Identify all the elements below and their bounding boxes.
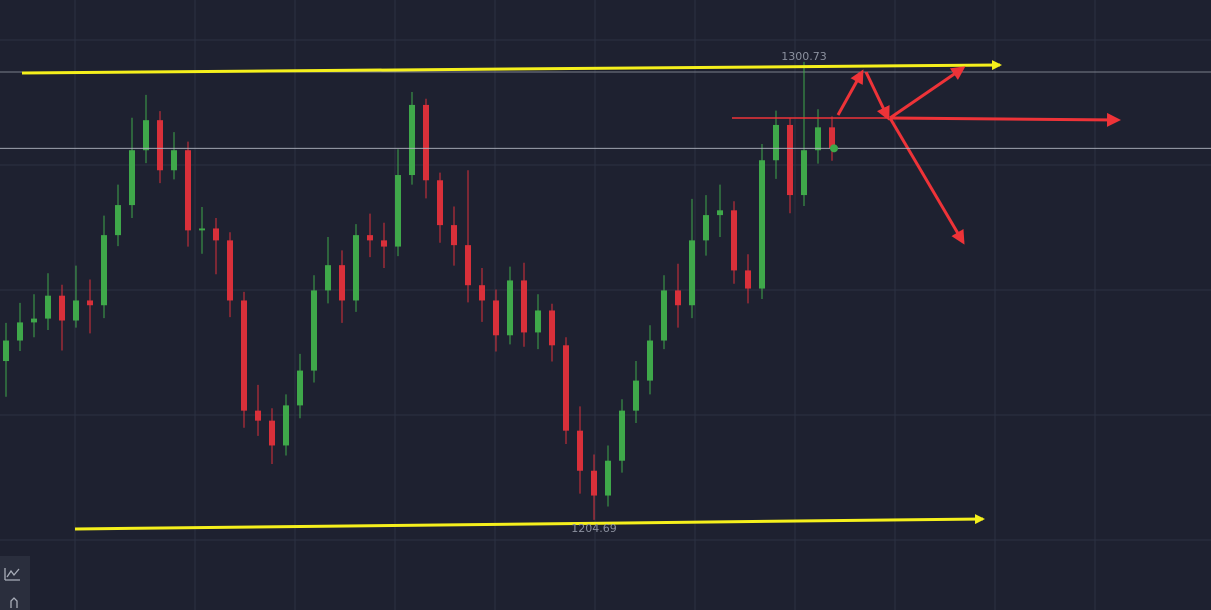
- candle-body: [703, 215, 709, 241]
- scenario-arrow: [888, 117, 965, 245]
- candle-body: [521, 280, 527, 333]
- candle-body: [633, 380, 639, 411]
- candle-body: [171, 150, 177, 171]
- max-price-label: 1300.73: [781, 50, 827, 63]
- candle-body: [759, 160, 765, 289]
- candle-body: [745, 270, 751, 289]
- candle-body: [535, 310, 541, 333]
- chart-icon[interactable]: [4, 568, 20, 581]
- toolbar: [0, 556, 30, 610]
- candle-body: [129, 150, 135, 206]
- candle-body: [507, 280, 513, 336]
- candle-body: [493, 300, 499, 336]
- candle-body: [311, 290, 317, 371]
- candle-body: [367, 235, 373, 241]
- candle-body: [45, 295, 51, 319]
- candle-body: [17, 322, 23, 341]
- last-price-dot: [830, 144, 838, 153]
- candle-body: [185, 150, 191, 231]
- candle-body: [143, 120, 149, 151]
- candle-body: [605, 460, 611, 496]
- candle-body: [101, 235, 107, 306]
- candle-body: [787, 124, 793, 196]
- candle-body: [773, 124, 779, 161]
- candle-body: [157, 120, 163, 171]
- candle-body: [395, 175, 401, 247]
- candle-body: [675, 290, 681, 306]
- candle-body: [269, 420, 275, 446]
- scenario-arrow: [836, 69, 864, 116]
- scenario-arrow: [864, 71, 890, 121]
- candle-body: [591, 470, 597, 496]
- toolbar-panel: [0, 556, 30, 610]
- candles: [3, 61, 835, 520]
- trend-arrow: [21, 60, 1002, 75]
- candle-body: [717, 210, 723, 216]
- candle-body: [381, 240, 387, 247]
- candle-body: [451, 225, 457, 246]
- candle-body: [437, 180, 443, 226]
- scenario-arrow: [889, 66, 966, 120]
- trend-arrow: [74, 514, 985, 531]
- candle-body: [199, 228, 205, 231]
- candle-body: [255, 410, 261, 421]
- candle-body: [409, 104, 415, 176]
- candle-body: [689, 240, 695, 306]
- candle-body: [213, 228, 219, 241]
- candle-body: [423, 104, 429, 181]
- candle-body: [325, 265, 331, 291]
- candle-body: [619, 410, 625, 461]
- annotations: [21, 60, 1121, 531]
- scenario-arrow: [889, 112, 1121, 127]
- candle-body: [283, 405, 289, 446]
- candle-body: [227, 240, 233, 301]
- candle-body: [815, 127, 821, 151]
- candle-body: [59, 295, 65, 321]
- candle-body: [353, 235, 359, 301]
- candle-body: [115, 205, 121, 236]
- draw-icon[interactable]: [10, 597, 18, 608]
- candle-body: [479, 285, 485, 301]
- candle-body: [241, 300, 247, 411]
- candle-body: [647, 340, 653, 381]
- candle-body: [73, 300, 79, 321]
- candle-body: [549, 310, 555, 346]
- candle-body: [801, 150, 807, 196]
- candle-body: [731, 210, 737, 271]
- candle-body: [339, 265, 345, 301]
- candle-body: [3, 340, 9, 362]
- candle-body: [577, 430, 583, 471]
- candle-body: [829, 127, 835, 149]
- candle-body: [297, 370, 303, 406]
- candle-body: [661, 290, 667, 341]
- candle-body: [31, 318, 37, 323]
- candle-body: [87, 300, 93, 306]
- candle-body: [465, 245, 471, 286]
- candle-body: [563, 345, 569, 431]
- min-price-label: 1204.69: [571, 522, 617, 535]
